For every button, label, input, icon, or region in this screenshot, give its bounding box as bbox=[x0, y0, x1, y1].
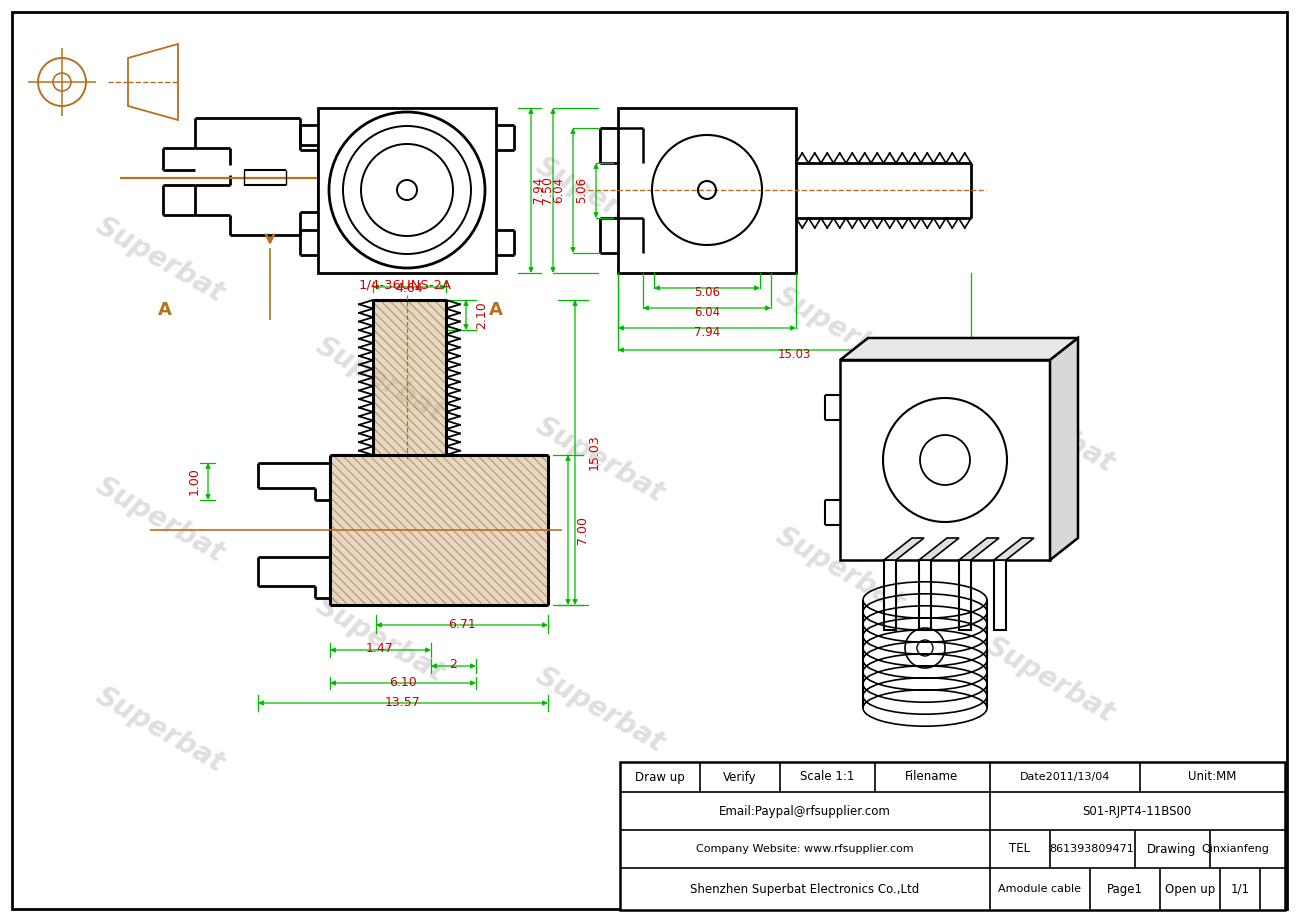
Polygon shape bbox=[994, 560, 1005, 630]
Text: Scale 1:1: Scale 1:1 bbox=[800, 771, 855, 784]
Text: Superbat: Superbat bbox=[310, 332, 449, 428]
Text: 1.00: 1.00 bbox=[187, 467, 200, 495]
Text: Filename: Filename bbox=[905, 771, 959, 784]
Text: Company Website: www.rfsupplier.com: Company Website: www.rfsupplier.com bbox=[696, 844, 913, 854]
Text: Page1: Page1 bbox=[1107, 882, 1143, 895]
Text: Email:Paypal@rfsupplier.com: Email:Paypal@rfsupplier.com bbox=[720, 805, 891, 818]
Bar bbox=[330, 455, 548, 605]
Text: Date2011/13/04: Date2011/13/04 bbox=[1020, 772, 1111, 782]
Text: 4.64: 4.64 bbox=[395, 282, 422, 295]
Text: Superbat: Superbat bbox=[770, 522, 909, 618]
Text: 13.57: 13.57 bbox=[385, 695, 421, 708]
Text: Open up: Open up bbox=[1165, 882, 1215, 895]
Polygon shape bbox=[918, 560, 931, 630]
Text: 1/1: 1/1 bbox=[1230, 882, 1250, 895]
Text: 15.03: 15.03 bbox=[777, 348, 811, 362]
Text: 6.10: 6.10 bbox=[390, 677, 417, 690]
Text: Qinxianfeng: Qinxianfeng bbox=[1202, 844, 1269, 854]
Text: Superbat: Superbat bbox=[531, 662, 669, 758]
Text: 7.50: 7.50 bbox=[542, 176, 555, 204]
Text: 7.94: 7.94 bbox=[533, 177, 546, 204]
Text: Unit:MM: Unit:MM bbox=[1187, 771, 1237, 784]
Bar bbox=[318, 108, 496, 273]
Text: Superbat: Superbat bbox=[91, 212, 230, 309]
Text: 6.04: 6.04 bbox=[552, 177, 565, 203]
Text: Superbat: Superbat bbox=[770, 282, 909, 379]
Text: TEL: TEL bbox=[1009, 843, 1030, 856]
Text: S01-RJPT4-11BS00: S01-RJPT4-11BS00 bbox=[1082, 805, 1191, 818]
Polygon shape bbox=[885, 538, 924, 560]
Text: Superbat: Superbat bbox=[531, 152, 669, 248]
Text: 1.47: 1.47 bbox=[366, 643, 394, 656]
Text: Superbat: Superbat bbox=[981, 632, 1120, 729]
Polygon shape bbox=[959, 538, 999, 560]
Text: 6.04: 6.04 bbox=[694, 307, 720, 320]
Text: 7.94: 7.94 bbox=[694, 327, 720, 340]
Polygon shape bbox=[1050, 338, 1078, 560]
Text: 861393809471: 861393809471 bbox=[1050, 844, 1134, 854]
Text: 2: 2 bbox=[449, 659, 457, 671]
Text: 15.03: 15.03 bbox=[587, 434, 600, 470]
Polygon shape bbox=[840, 338, 1078, 360]
Text: Shenzhen Superbat Electronics Co.,Ltd: Shenzhen Superbat Electronics Co.,Ltd bbox=[690, 882, 920, 895]
Bar bbox=[373, 300, 446, 455]
Text: Draw up: Draw up bbox=[635, 771, 685, 784]
Text: Superbat: Superbat bbox=[91, 682, 230, 778]
Text: 6.71: 6.71 bbox=[448, 619, 475, 632]
Text: Amodule cable: Amodule cable bbox=[999, 884, 1082, 894]
Text: Superbat: Superbat bbox=[531, 412, 669, 508]
Polygon shape bbox=[959, 560, 970, 630]
Polygon shape bbox=[918, 538, 959, 560]
Text: Superbat: Superbat bbox=[981, 382, 1120, 478]
Text: Superbat: Superbat bbox=[310, 592, 449, 688]
Polygon shape bbox=[994, 538, 1034, 560]
Text: Superbat: Superbat bbox=[91, 472, 230, 568]
Text: Drawing: Drawing bbox=[1147, 843, 1196, 856]
Text: 7.00: 7.00 bbox=[577, 516, 590, 544]
Polygon shape bbox=[840, 360, 1050, 560]
Bar bbox=[618, 108, 796, 273]
Text: 2.10: 2.10 bbox=[475, 301, 488, 329]
Text: Verify: Verify bbox=[724, 771, 757, 784]
Text: A: A bbox=[488, 301, 503, 319]
Bar bbox=[620, 762, 1285, 910]
Text: 5.06: 5.06 bbox=[694, 286, 720, 299]
Text: 1/4-36UNS-2A: 1/4-36UNS-2A bbox=[359, 278, 452, 292]
Text: 5.06: 5.06 bbox=[575, 177, 588, 203]
Text: A: A bbox=[158, 301, 171, 319]
Polygon shape bbox=[885, 560, 896, 630]
